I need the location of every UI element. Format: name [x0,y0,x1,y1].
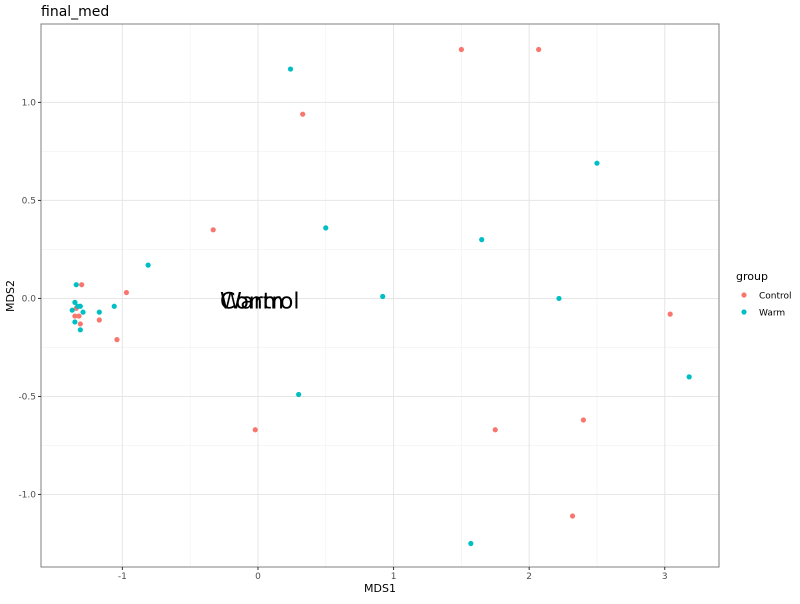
y-tick-label: -0.5 [18,392,36,402]
point-warm [323,225,329,231]
point-control [252,427,258,433]
point-control [96,317,102,323]
point-control [492,427,498,433]
point-warm [556,295,562,302]
point-warm [111,303,117,309]
legend: group Control Warm [736,270,792,319]
point-warm [72,299,78,305]
grid-layer [41,24,719,567]
x-tick-label: -1 [118,572,127,582]
point-control [300,111,306,117]
point-warm [72,319,78,325]
point-warm [594,160,600,166]
y-axis-title: MDS2 [4,280,17,312]
point-control [114,337,120,343]
legend-label-warm: Warm [759,309,785,319]
point-control [123,289,130,296]
x-tick-label: 1 [391,572,397,582]
legend-key-warm [741,309,747,315]
point-warm [73,282,79,288]
plot-border [40,23,720,568]
legend-label-control: Control [759,292,792,302]
point-warm [145,262,151,268]
legend-key-control [741,292,747,298]
point-warm [468,540,474,547]
point-warm [296,391,302,398]
axis-layer: -1 0 1 2 3 -1.0 -0.5 0.0 0.5 1.0 [18,98,667,582]
point-warm [77,327,83,333]
x-tick-label: 2 [526,572,532,582]
point-control [72,313,78,319]
y-tick-label: 0.5 [22,196,36,206]
point-control [210,227,216,233]
point-warm [380,293,386,300]
x-axis-title: MDS1 [364,582,396,595]
point-control [667,311,673,317]
point-control [580,417,587,423]
point-warm [80,309,86,315]
annotation-warm: Warm [220,289,284,314]
x-tick-label: 3 [662,572,668,582]
y-tick-label: 0.0 [22,294,37,304]
legend-title: group [736,270,768,283]
x-tick-label: 0 [255,572,261,582]
point-warm [69,307,75,313]
y-tick-label: 1.0 [22,98,37,108]
points-layer [69,46,692,547]
annotation-control: Control [220,289,300,314]
point-control [569,513,576,519]
point-control [77,321,83,327]
point-warm [287,66,294,72]
plot-panel [41,24,719,567]
chart-title: final_med [41,4,109,20]
point-control [536,46,542,53]
point-warm [686,374,692,380]
point-control [79,282,85,288]
y-tick-label: -1.0 [18,490,36,500]
point-control [76,313,82,319]
point-warm [96,309,102,315]
point-warm [479,237,485,243]
point-warm [77,303,83,309]
point-control [458,46,464,53]
